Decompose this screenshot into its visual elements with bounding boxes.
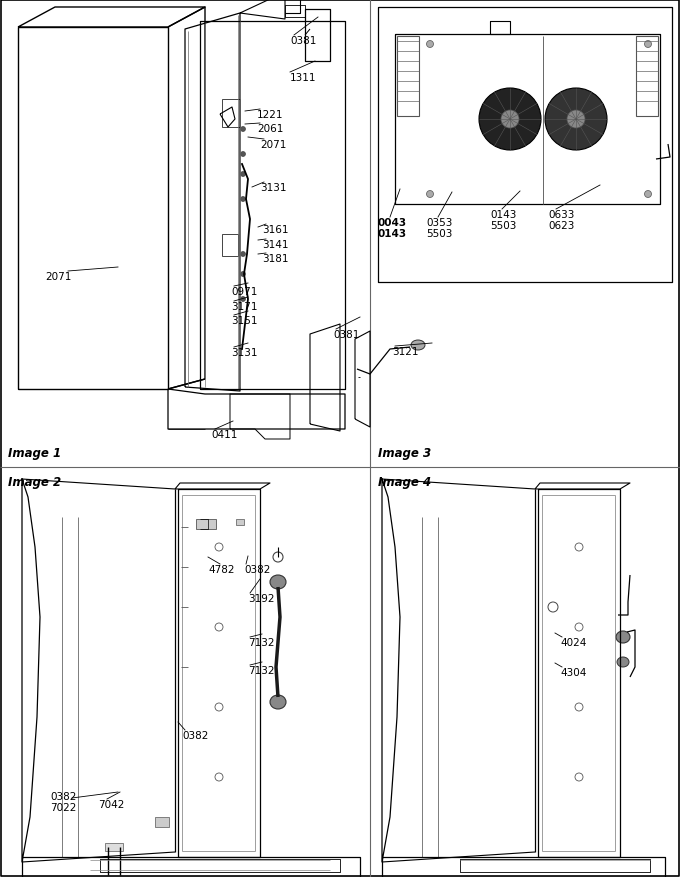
- Text: 3181: 3181: [262, 253, 288, 264]
- Text: 3171: 3171: [231, 302, 258, 311]
- Circle shape: [241, 127, 245, 132]
- Bar: [636, 37, 658, 117]
- Text: 0353
5503: 0353 5503: [426, 217, 452, 239]
- Circle shape: [426, 41, 433, 48]
- Circle shape: [426, 191, 433, 198]
- Bar: [397, 37, 419, 117]
- Text: 0382
7022: 0382 7022: [50, 791, 76, 812]
- Text: Image 4: Image 4: [378, 475, 431, 488]
- Bar: [236, 519, 244, 525]
- Text: 3131: 3131: [260, 182, 286, 193]
- Ellipse shape: [617, 657, 629, 667]
- Circle shape: [241, 253, 245, 257]
- Ellipse shape: [616, 631, 630, 643]
- Circle shape: [241, 172, 245, 177]
- Text: 0382: 0382: [244, 565, 271, 574]
- Text: 2071: 2071: [260, 139, 286, 150]
- Ellipse shape: [567, 111, 585, 129]
- Text: 0143
5503: 0143 5503: [490, 210, 516, 231]
- Text: 0043
0143: 0043 0143: [378, 217, 407, 239]
- Text: Image 2: Image 2: [8, 475, 61, 488]
- Ellipse shape: [270, 695, 286, 709]
- Bar: [222, 235, 238, 257]
- Text: 3161: 3161: [262, 225, 288, 235]
- Ellipse shape: [501, 111, 519, 129]
- Circle shape: [645, 191, 651, 198]
- Text: 1311: 1311: [290, 73, 316, 83]
- Text: 7132: 7132: [248, 638, 275, 647]
- Bar: [196, 519, 216, 530]
- Circle shape: [645, 41, 651, 48]
- Text: 3192: 3192: [248, 594, 275, 603]
- Text: 3131: 3131: [231, 347, 258, 358]
- Bar: [222, 100, 240, 128]
- Text: 2061: 2061: [257, 124, 284, 134]
- Ellipse shape: [270, 575, 286, 589]
- Text: Image 3: Image 3: [378, 446, 431, 460]
- Circle shape: [241, 197, 245, 203]
- Circle shape: [241, 272, 245, 277]
- Text: 0382: 0382: [182, 731, 208, 740]
- Text: 4024: 4024: [560, 638, 586, 647]
- Text: Image 1: Image 1: [8, 446, 61, 460]
- Text: 0633
0623: 0633 0623: [548, 210, 575, 231]
- Text: 2071: 2071: [45, 272, 71, 282]
- Text: 3151: 3151: [231, 316, 258, 325]
- Text: 3141: 3141: [262, 239, 288, 250]
- Ellipse shape: [545, 89, 607, 151]
- Text: 0971: 0971: [231, 287, 257, 296]
- Ellipse shape: [411, 340, 425, 351]
- Text: 4782: 4782: [208, 565, 235, 574]
- Circle shape: [241, 153, 245, 157]
- Bar: [155, 817, 169, 827]
- Text: 0381: 0381: [290, 36, 316, 46]
- Ellipse shape: [479, 89, 541, 151]
- Bar: [105, 843, 123, 851]
- Text: 0411: 0411: [211, 430, 237, 439]
- Text: 7132: 7132: [248, 666, 275, 675]
- Text: 7042: 7042: [98, 799, 124, 809]
- Text: 3121: 3121: [392, 346, 418, 357]
- Text: 0381: 0381: [333, 330, 359, 339]
- Text: 1221: 1221: [257, 110, 284, 120]
- Circle shape: [241, 297, 245, 303]
- Text: 4304: 4304: [560, 667, 586, 677]
